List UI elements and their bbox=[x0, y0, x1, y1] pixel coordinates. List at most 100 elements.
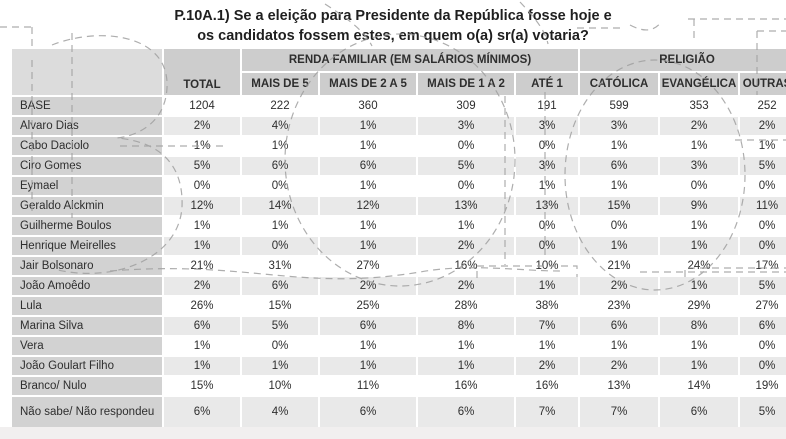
row-label: Marina Silva bbox=[12, 317, 162, 335]
value-cell: 25% bbox=[320, 297, 416, 315]
value-cell: 5% bbox=[418, 157, 514, 175]
value-cell: 2% bbox=[164, 277, 240, 295]
value-cell: 27% bbox=[740, 297, 786, 315]
table-row: Henrique Meirelles 1% 0% 1% 2% 0% 1% 1% 0% bbox=[12, 237, 786, 255]
value-cell: 5% bbox=[740, 397, 786, 427]
value-cell: 10% bbox=[242, 377, 318, 395]
column-header-catolica: CATÓLICA bbox=[580, 73, 659, 95]
value-cell: 3% bbox=[418, 117, 514, 135]
title-line-1: P.10A.1) Se a eleição para Presidente da… bbox=[174, 8, 612, 24]
value-cell: 1% bbox=[320, 177, 416, 195]
row-label: Eymael bbox=[12, 177, 162, 195]
column-header-mais-de-2-a-5: MAIS DE 2 A 5 bbox=[320, 73, 416, 95]
value-cell: 16% bbox=[418, 377, 514, 395]
value-cell: 3% bbox=[516, 157, 579, 175]
value-cell: 19% bbox=[740, 377, 786, 395]
value-cell: 15% bbox=[580, 197, 659, 215]
value-cell: 1% bbox=[516, 277, 579, 295]
value-cell: 0% bbox=[516, 237, 579, 255]
value-cell: 1204 bbox=[164, 97, 240, 115]
value-cell: 2% bbox=[740, 117, 786, 135]
value-cell: 7% bbox=[516, 397, 579, 427]
value-cell: 6% bbox=[580, 317, 659, 335]
value-cell: 1% bbox=[320, 217, 416, 235]
value-cell: 1% bbox=[164, 137, 240, 155]
value-cell: 0% bbox=[740, 357, 786, 375]
value-cell: 1% bbox=[242, 357, 318, 375]
value-cell: 222 bbox=[242, 97, 318, 115]
value-cell: 1% bbox=[660, 357, 739, 375]
value-cell: 1% bbox=[164, 237, 240, 255]
column-header-mais-de-5: MAIS DE 5 bbox=[242, 73, 318, 95]
value-cell: 6% bbox=[418, 397, 514, 427]
value-cell: 1% bbox=[516, 337, 579, 355]
row-label: Vera bbox=[12, 337, 162, 355]
value-cell: 1% bbox=[418, 357, 514, 375]
value-cell: 360 bbox=[320, 97, 416, 115]
table-row: Ciro Gomes 5% 6% 6% 5% 3% 6% 3% 5% bbox=[12, 157, 786, 175]
page-title: P.10A.1) Se a eleição para Presidente da… bbox=[0, 6, 786, 46]
table-row: Marina Silva 6% 5% 6% 8% 7% 6% 8% 6% bbox=[12, 317, 786, 335]
value-cell: 2% bbox=[516, 357, 579, 375]
column-header-mais-de-1-a-2: MAIS DE 1 A 2 bbox=[418, 73, 514, 95]
row-label: Alvaro Dias bbox=[12, 117, 162, 135]
value-cell: 16% bbox=[516, 377, 579, 395]
value-cell: 1% bbox=[320, 357, 416, 375]
row-label: Jair Bolsonaro bbox=[12, 257, 162, 275]
value-cell: 5% bbox=[740, 157, 786, 175]
value-cell: 28% bbox=[418, 297, 514, 315]
value-cell: 3% bbox=[580, 117, 659, 135]
value-cell: 6% bbox=[580, 157, 659, 175]
value-cell: 1% bbox=[418, 217, 514, 235]
value-cell: 1% bbox=[660, 137, 739, 155]
value-cell: 0% bbox=[740, 337, 786, 355]
value-cell: 9% bbox=[660, 197, 739, 215]
value-cell: 0% bbox=[516, 217, 579, 235]
value-cell: 1% bbox=[242, 137, 318, 155]
value-cell: 1% bbox=[320, 117, 416, 135]
corner-cell bbox=[12, 49, 162, 95]
value-cell: 6% bbox=[320, 397, 416, 427]
value-cell: 13% bbox=[418, 197, 514, 215]
value-cell: 8% bbox=[660, 317, 739, 335]
value-cell: 23% bbox=[580, 297, 659, 315]
value-cell: 5% bbox=[164, 157, 240, 175]
value-cell: 0% bbox=[242, 177, 318, 195]
value-cell: 2% bbox=[164, 117, 240, 135]
value-cell: 1% bbox=[320, 337, 416, 355]
value-cell: 14% bbox=[242, 197, 318, 215]
column-header-outras: OUTRAS bbox=[740, 73, 786, 95]
value-cell: 14% bbox=[660, 377, 739, 395]
value-cell: 1% bbox=[320, 237, 416, 255]
value-cell: 0% bbox=[660, 177, 739, 195]
table-row: Cabo Daciolo 1% 1% 1% 0% 0% 1% 1% 1% bbox=[12, 137, 786, 155]
row-label: João Goulart Filho bbox=[12, 357, 162, 375]
value-cell: 31% bbox=[242, 257, 318, 275]
value-cell: 38% bbox=[516, 297, 579, 315]
value-cell: 1% bbox=[320, 137, 416, 155]
table-row: Branco/ Nulo 15% 10% 11% 16% 16% 13% 14% 19% bbox=[12, 377, 786, 395]
value-cell: 1% bbox=[164, 217, 240, 235]
table-row: Lula 26% 15% 25% 28% 38% 23% 29% 27% bbox=[12, 297, 786, 315]
value-cell: 0% bbox=[242, 237, 318, 255]
value-cell: 17% bbox=[740, 257, 786, 275]
value-cell: 15% bbox=[164, 377, 240, 395]
value-cell: 6% bbox=[242, 157, 318, 175]
value-cell: 1% bbox=[660, 277, 739, 295]
value-cell: 309 bbox=[418, 97, 514, 115]
value-cell: 13% bbox=[516, 197, 579, 215]
value-cell: 191 bbox=[516, 97, 579, 115]
value-cell: 15% bbox=[242, 297, 318, 315]
value-cell: 0% bbox=[242, 337, 318, 355]
table-row: João Goulart Filho 1% 1% 1% 1% 2% 2% 1% 0% bbox=[12, 357, 786, 375]
table-row: Eymael 0% 0% 1% 0% 1% 1% 0% 0% bbox=[12, 177, 786, 195]
value-cell: 3% bbox=[516, 117, 579, 135]
value-cell: 0% bbox=[740, 237, 786, 255]
table-body: BASE 1204 222 360 309 191 599 353 252 Alvaro Dias… bbox=[12, 97, 786, 427]
value-cell: 1% bbox=[660, 237, 739, 255]
value-cell: 1% bbox=[164, 357, 240, 375]
value-cell: 4% bbox=[242, 117, 318, 135]
value-cell: 1% bbox=[660, 337, 739, 355]
value-cell: 0% bbox=[516, 137, 579, 155]
